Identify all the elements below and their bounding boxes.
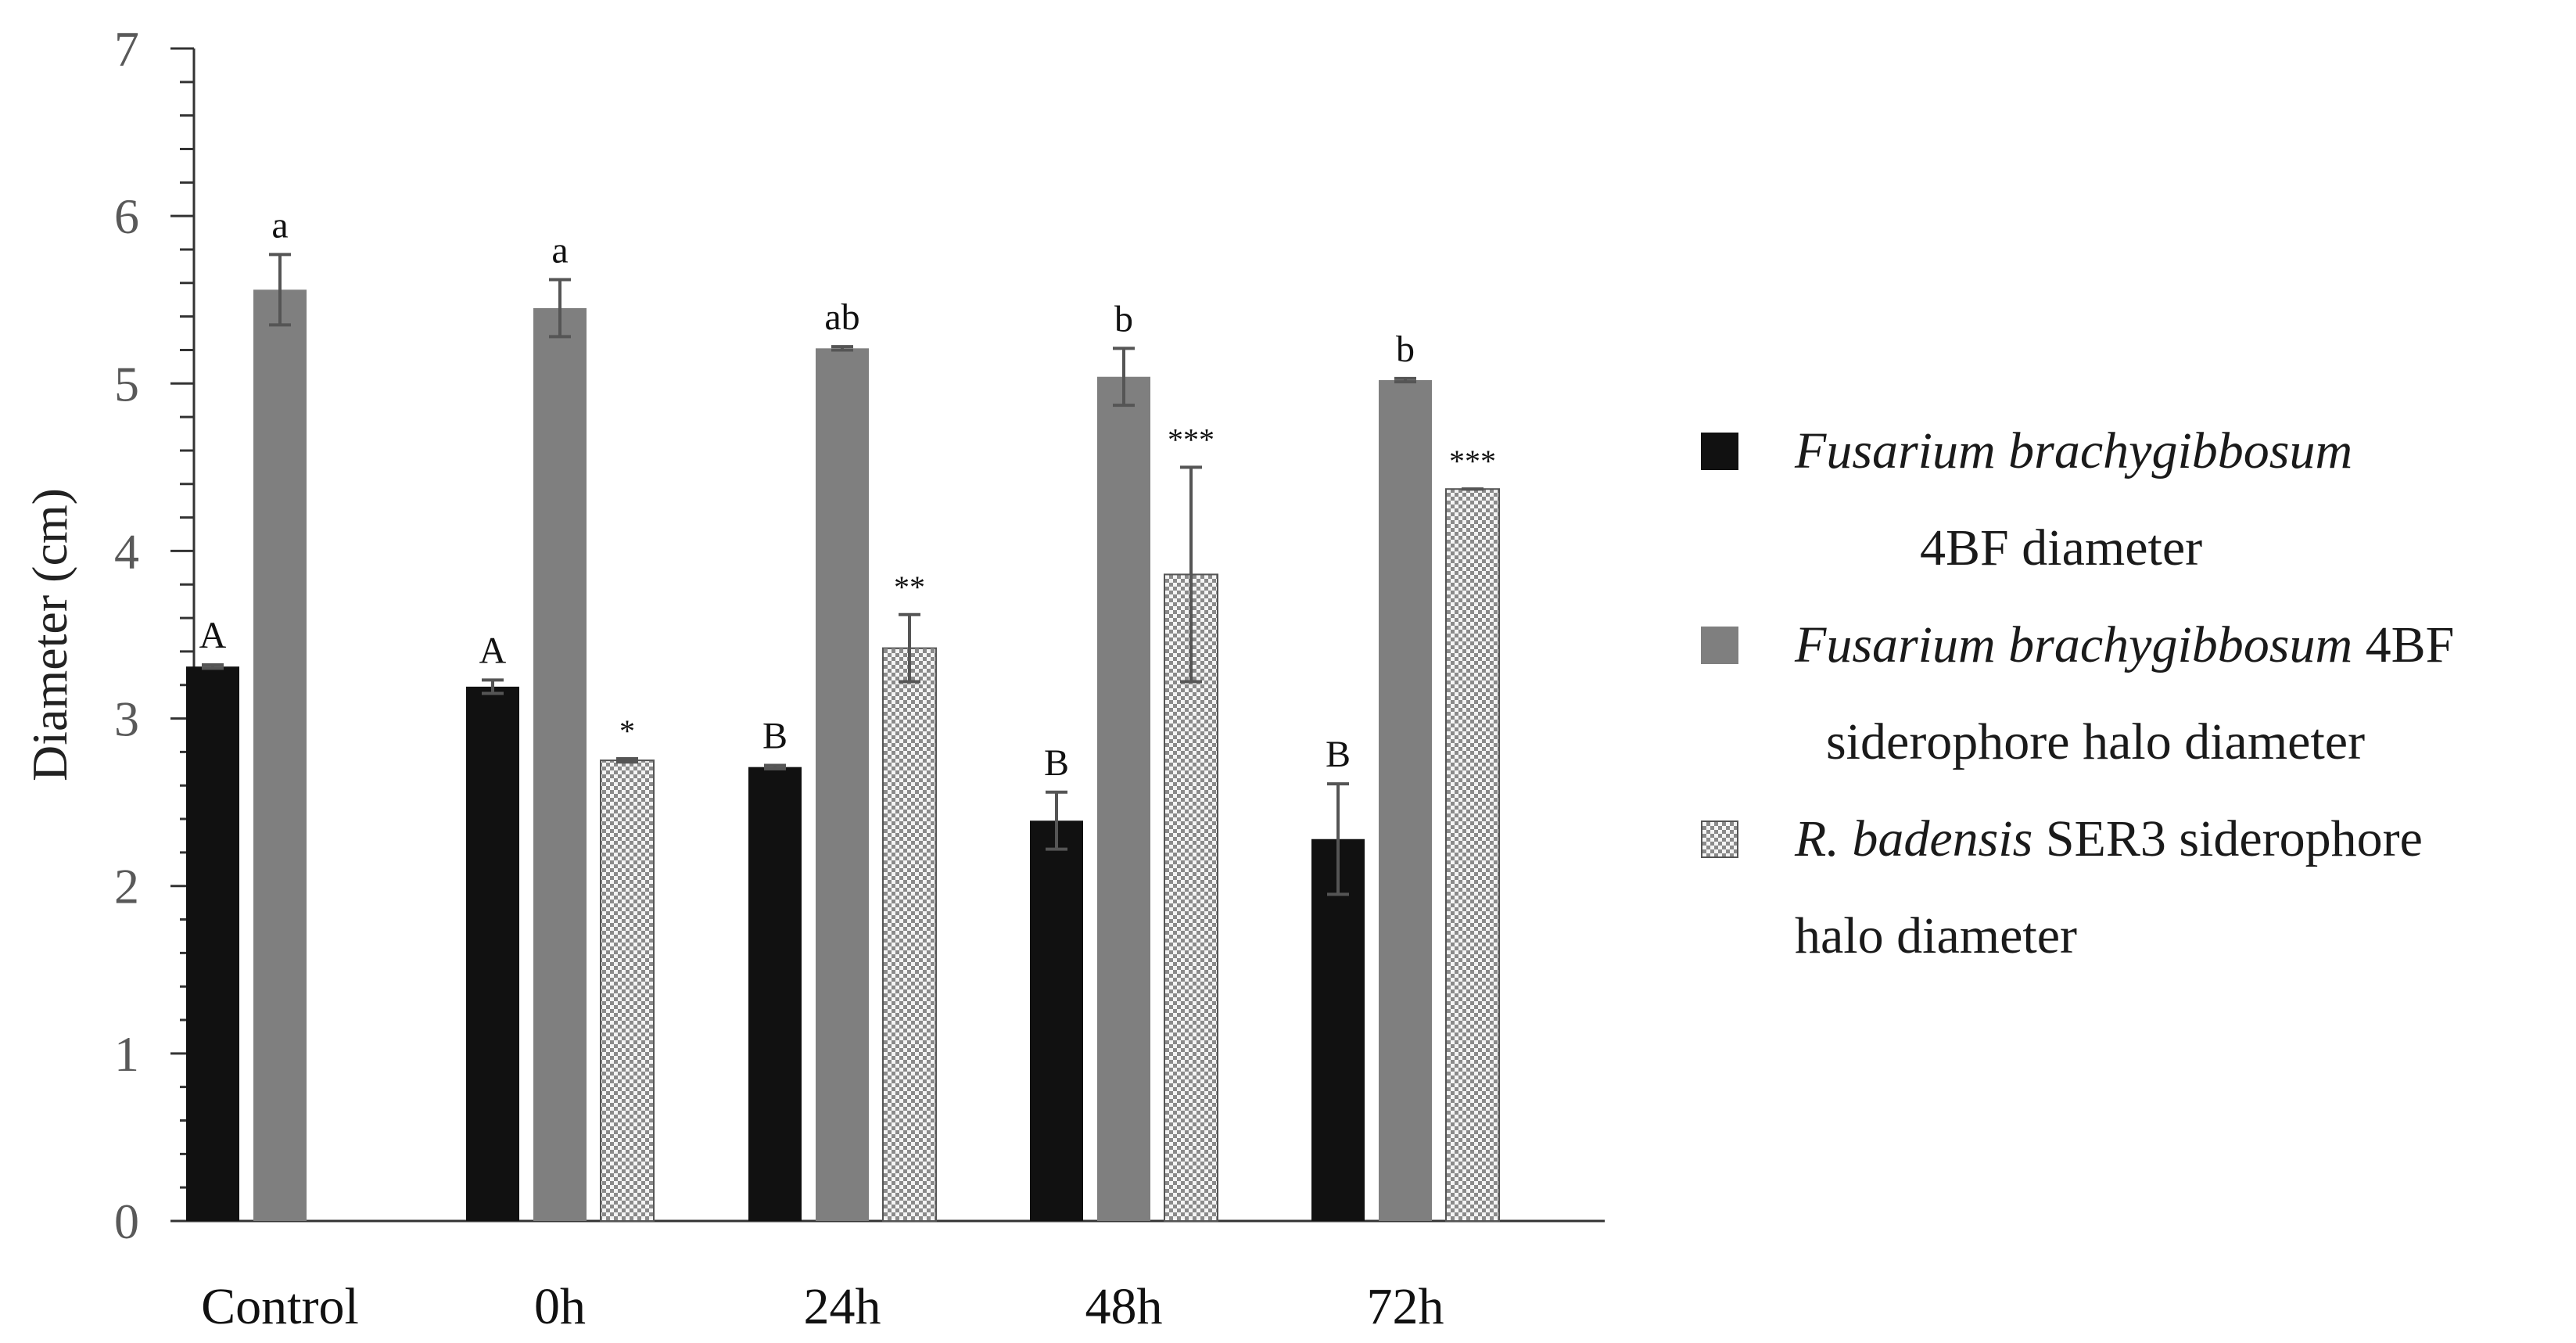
- bar: [882, 647, 937, 1222]
- legend-entry2-line2: siderophore halo diameter: [1826, 713, 2366, 770]
- legend-entry1-line2: 4BF diameter: [1920, 519, 2203, 576]
- x-tick-label: 72h: [1367, 1278, 1444, 1335]
- x-tick-label: Control: [201, 1278, 359, 1335]
- significance-label: B: [1326, 734, 1351, 775]
- y-tick-label: 0: [114, 1194, 139, 1249]
- y-tick-label: 3: [114, 691, 139, 747]
- bar: [533, 307, 587, 1222]
- legend-swatch-checker: [1701, 821, 1738, 858]
- x-tick-label: 0h: [534, 1278, 586, 1335]
- x-tick-label: 24h: [804, 1278, 881, 1335]
- bar: [816, 348, 869, 1222]
- bar: [748, 767, 802, 1221]
- significance-label: a: [551, 230, 568, 271]
- significance-label: A: [199, 615, 227, 656]
- legend-entry-fusarium-diameter: Fusarium brachygibbosum 4BF diameter: [1689, 403, 2565, 597]
- y-tick-label: 7: [114, 21, 139, 77]
- legend-swatch-black: [1701, 433, 1738, 470]
- legend-swatch-gray: [1701, 627, 1738, 664]
- y-tick-label: 1: [114, 1026, 139, 1082]
- bar: [600, 759, 655, 1222]
- significance-label: ab: [824, 296, 859, 338]
- significance-label: *: [619, 713, 635, 749]
- legend-entry-fusarium-halo: Fusarium brachygibbosum 4BF siderophore …: [1689, 597, 2565, 791]
- bar: [1379, 380, 1432, 1221]
- legend-entry2-rest: 4BF: [2352, 616, 2455, 673]
- bar: [1097, 376, 1150, 1222]
- y-tick-label: 2: [114, 859, 139, 914]
- legend-entry3-rest: SER3 siderophore: [2032, 810, 2423, 867]
- bar: [186, 666, 239, 1221]
- significance-label: B: [762, 716, 788, 757]
- y-tick-label: 5: [114, 356, 139, 411]
- bar: [1311, 838, 1365, 1221]
- legend-entry2-italic: Fusarium brachygibbosum: [1795, 616, 2353, 673]
- bar: [1030, 821, 1083, 1221]
- significance-label: b: [1396, 329, 1415, 370]
- significance-label: ***: [1449, 443, 1496, 479]
- significance-label: ***: [1168, 422, 1214, 457]
- y-axis-title: Diameter (cm): [22, 488, 77, 781]
- legend-entry3-italic: R. badensis: [1795, 810, 2033, 867]
- legend-entry-rbadensis-halo: R. badensis SER3 siderophore halo diamet…: [1689, 791, 2565, 985]
- significance-label: a: [271, 204, 288, 246]
- legend-entry1-italic: Fusarium brachygibbosum: [1795, 422, 2353, 479]
- bar: [1445, 488, 1500, 1222]
- significance-label: b: [1114, 298, 1133, 339]
- axes: 0 1 2 3 4 5 6 7 Diameter (cm) Control 0h 24h 48h 72h: [22, 21, 1605, 1335]
- x-tick-label: 48h: [1085, 1278, 1163, 1335]
- significance-label: B: [1044, 742, 1069, 784]
- y-tick-label: 4: [114, 523, 139, 579]
- significance-label: A: [479, 630, 507, 671]
- bar: [466, 686, 519, 1221]
- legend: Fusarium brachygibbosum 4BF diameter Fus…: [1689, 403, 2565, 985]
- legend-entry3-line2: halo diameter: [1795, 907, 2078, 964]
- bar: [253, 289, 307, 1221]
- y-tick-label: 6: [114, 189, 139, 244]
- significance-label: **: [894, 569, 925, 605]
- bars: [186, 253, 1500, 1222]
